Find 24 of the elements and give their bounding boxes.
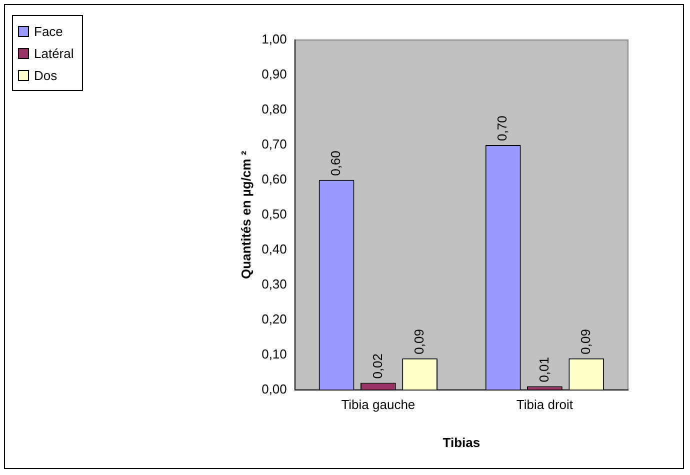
y-tick-label: 0,20 bbox=[262, 311, 287, 326]
y-axis-title: Quantités en µg/cm ² bbox=[238, 150, 254, 279]
y-tick-label: 0,50 bbox=[262, 206, 287, 222]
y-tick-label: 0,80 bbox=[262, 102, 287, 117]
data-label: 0,09 bbox=[578, 329, 593, 354]
x-axis-title: Tibias bbox=[442, 434, 480, 450]
y-tick-label: 1,00 bbox=[262, 32, 287, 47]
data-label: 0,02 bbox=[370, 353, 385, 379]
legend-label: Latéral bbox=[33, 44, 74, 62]
x-tick-label: Tibia gauche bbox=[341, 397, 416, 412]
y-tick-label: 0,30 bbox=[262, 276, 287, 292]
legend-label: Face bbox=[33, 22, 64, 40]
x-tick-label: Tibia droit bbox=[516, 397, 574, 412]
legend-label: Dos bbox=[33, 66, 58, 84]
data-label: 0,09 bbox=[411, 329, 426, 354]
data-label: 0,60 bbox=[328, 150, 344, 176]
y-tick-label: 0,40 bbox=[262, 241, 287, 256]
data-label: 0,70 bbox=[494, 116, 510, 141]
y-tick-label: 0,90 bbox=[262, 66, 287, 82]
y-tick-label: 0,00 bbox=[262, 381, 287, 396]
y-tick-label: 0,70 bbox=[262, 136, 287, 152]
y-tick-label: 0,60 bbox=[262, 172, 287, 186]
data-label: 0,01 bbox=[536, 356, 552, 382]
y-tick-label: 0,10 bbox=[262, 346, 287, 362]
